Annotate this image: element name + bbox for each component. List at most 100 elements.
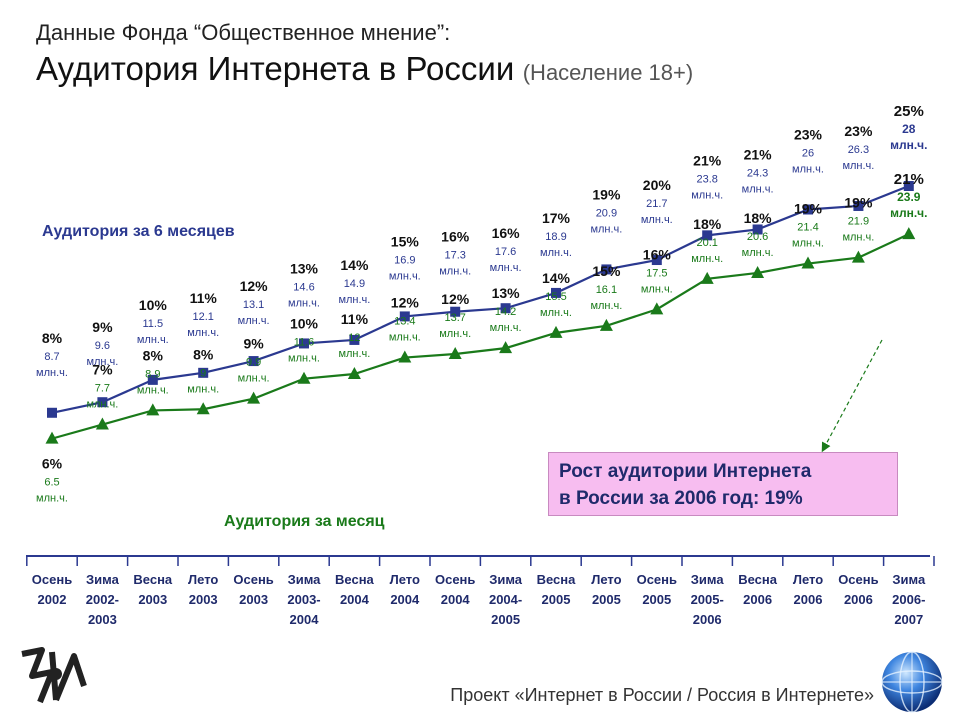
unit-label: млн.ч. [389, 332, 421, 344]
unit-label: млн.ч. [890, 138, 927, 152]
percent-label: 7% [92, 362, 113, 378]
x-tick-label: Весна 2005 [537, 572, 577, 607]
x-tick-label: Зима 2002-2003 [86, 572, 120, 627]
unit-label: млн.ч. [742, 247, 774, 259]
data-point [549, 325, 563, 338]
value-label: 21.7 [646, 198, 667, 210]
unit-label: млн.ч. [137, 384, 169, 396]
data-point [650, 302, 664, 315]
unit-label: млн.ч. [641, 214, 673, 226]
unit-label: млн.ч. [36, 493, 68, 505]
unit-label: млн.ч. [187, 383, 219, 395]
title-row: Аудитория Интернета в России (Население … [36, 50, 693, 88]
unit-label: млн.ч. [490, 322, 522, 334]
data-point [347, 367, 361, 379]
unit-label: млн.ч. [540, 247, 572, 259]
value-label: 21.9 [848, 216, 869, 228]
series-line-0 [51, 184, 910, 414]
unit-label: млн.ч. [187, 327, 219, 339]
percent-label: 8% [193, 346, 214, 362]
percent-label: 15% [391, 233, 420, 249]
value-label: 23.9 [897, 190, 921, 204]
value-label: 24.3 [747, 167, 768, 179]
x-tick-label: Лето 2006 [793, 572, 823, 607]
unit-label: млн.ч. [238, 315, 270, 327]
data-point [47, 407, 57, 418]
data-point [299, 338, 309, 349]
value-label: 17.6 [495, 246, 516, 258]
data-point [902, 227, 916, 240]
percent-label: 17% [542, 210, 571, 226]
percent-label: 23% [794, 127, 823, 143]
series-line-1 [51, 233, 910, 440]
percent-label: 16% [492, 225, 521, 241]
x-tick-label: Осень 2005 [637, 572, 677, 607]
unit-label: млн.ч. [86, 356, 118, 368]
percent-label: 10% [139, 297, 168, 313]
data-point [651, 255, 662, 266]
value-label: 12 [348, 332, 360, 344]
data-point [851, 250, 865, 263]
unit-label: млн.ч. [288, 297, 320, 309]
unit-label: млн.ч. [590, 300, 622, 312]
unit-label: млн.ч. [490, 262, 522, 274]
data-point [803, 204, 813, 215]
value-label: 16.9 [394, 254, 415, 266]
unit-label: млн.ч. [842, 160, 874, 172]
percent-label: 20% [643, 177, 672, 193]
data-point [398, 350, 412, 363]
percent-label: 19% [844, 195, 873, 211]
percent-label: 9% [243, 336, 264, 352]
value-label: 17.5 [646, 267, 667, 279]
percent-label: 25% [894, 103, 924, 120]
percent-label: 21% [744, 146, 773, 162]
data-point [349, 334, 360, 345]
unit-label: млн.ч. [238, 373, 270, 385]
percent-label: 13% [290, 260, 319, 276]
percent-label: 12% [441, 291, 470, 307]
unit-label: млн.ч. [86, 399, 118, 411]
value-label: 28 [902, 122, 916, 136]
x-tick-label: Зима 2005-2006 [691, 572, 725, 627]
value-label: 9.6 [95, 340, 110, 352]
data-point [702, 230, 713, 241]
chart-title: Аудитория Интернета в России [36, 50, 515, 87]
value-label: 23.8 [696, 173, 717, 185]
data-point [499, 341, 513, 354]
unit-label: млн.ч. [36, 367, 68, 379]
growth-callout: Рост аудитории Интернета в России за 200… [548, 452, 898, 516]
footer-project: Проект «Интернет в России / Россия в Инт… [450, 685, 874, 705]
value-label: 20.1 [696, 237, 717, 249]
percent-label: 21% [894, 171, 924, 188]
percent-label: 11% [341, 311, 369, 327]
value-label: 9.9 [246, 357, 261, 369]
unit-label: млн.ч. [338, 294, 370, 306]
unit-label: млн.ч. [742, 183, 774, 195]
percent-label: 6% [42, 456, 63, 472]
data-point [248, 356, 259, 367]
percent-label: 13% [492, 285, 521, 301]
data-point [599, 318, 613, 331]
data-point [196, 402, 210, 415]
unit-label: млн.ч. [691, 189, 723, 201]
x-tick-label: Лето 2004 [390, 572, 420, 607]
unit-label: млн.ч. [389, 270, 421, 282]
percent-label: 18% [693, 216, 722, 232]
series-layer: 8% 8.7 млн.ч. 9% 9.6 млн.ч. 10% 11.5 млн.ч. 11% 12… [36, 103, 927, 505]
data-point [399, 311, 410, 322]
value-label: 20.6 [747, 231, 768, 243]
percent-label: 16% [643, 246, 672, 262]
data-point [700, 271, 714, 284]
value-label: 6.5 [44, 477, 59, 489]
unit-label: млн.ч. [338, 348, 370, 360]
data-point [198, 367, 209, 378]
unit-label: млн.ч. [641, 283, 673, 295]
value-label: 15.5 [545, 291, 566, 303]
callout-line-2: в России за 2006 год: 19% [559, 488, 803, 509]
percent-label: 23% [844, 123, 873, 139]
x-tick-label: Весна 2006 [738, 572, 778, 607]
percent-label: 12% [391, 295, 420, 311]
value-label: 11.6 [294, 337, 315, 349]
x-tick-label: Зима 2004-2005 [489, 572, 523, 627]
